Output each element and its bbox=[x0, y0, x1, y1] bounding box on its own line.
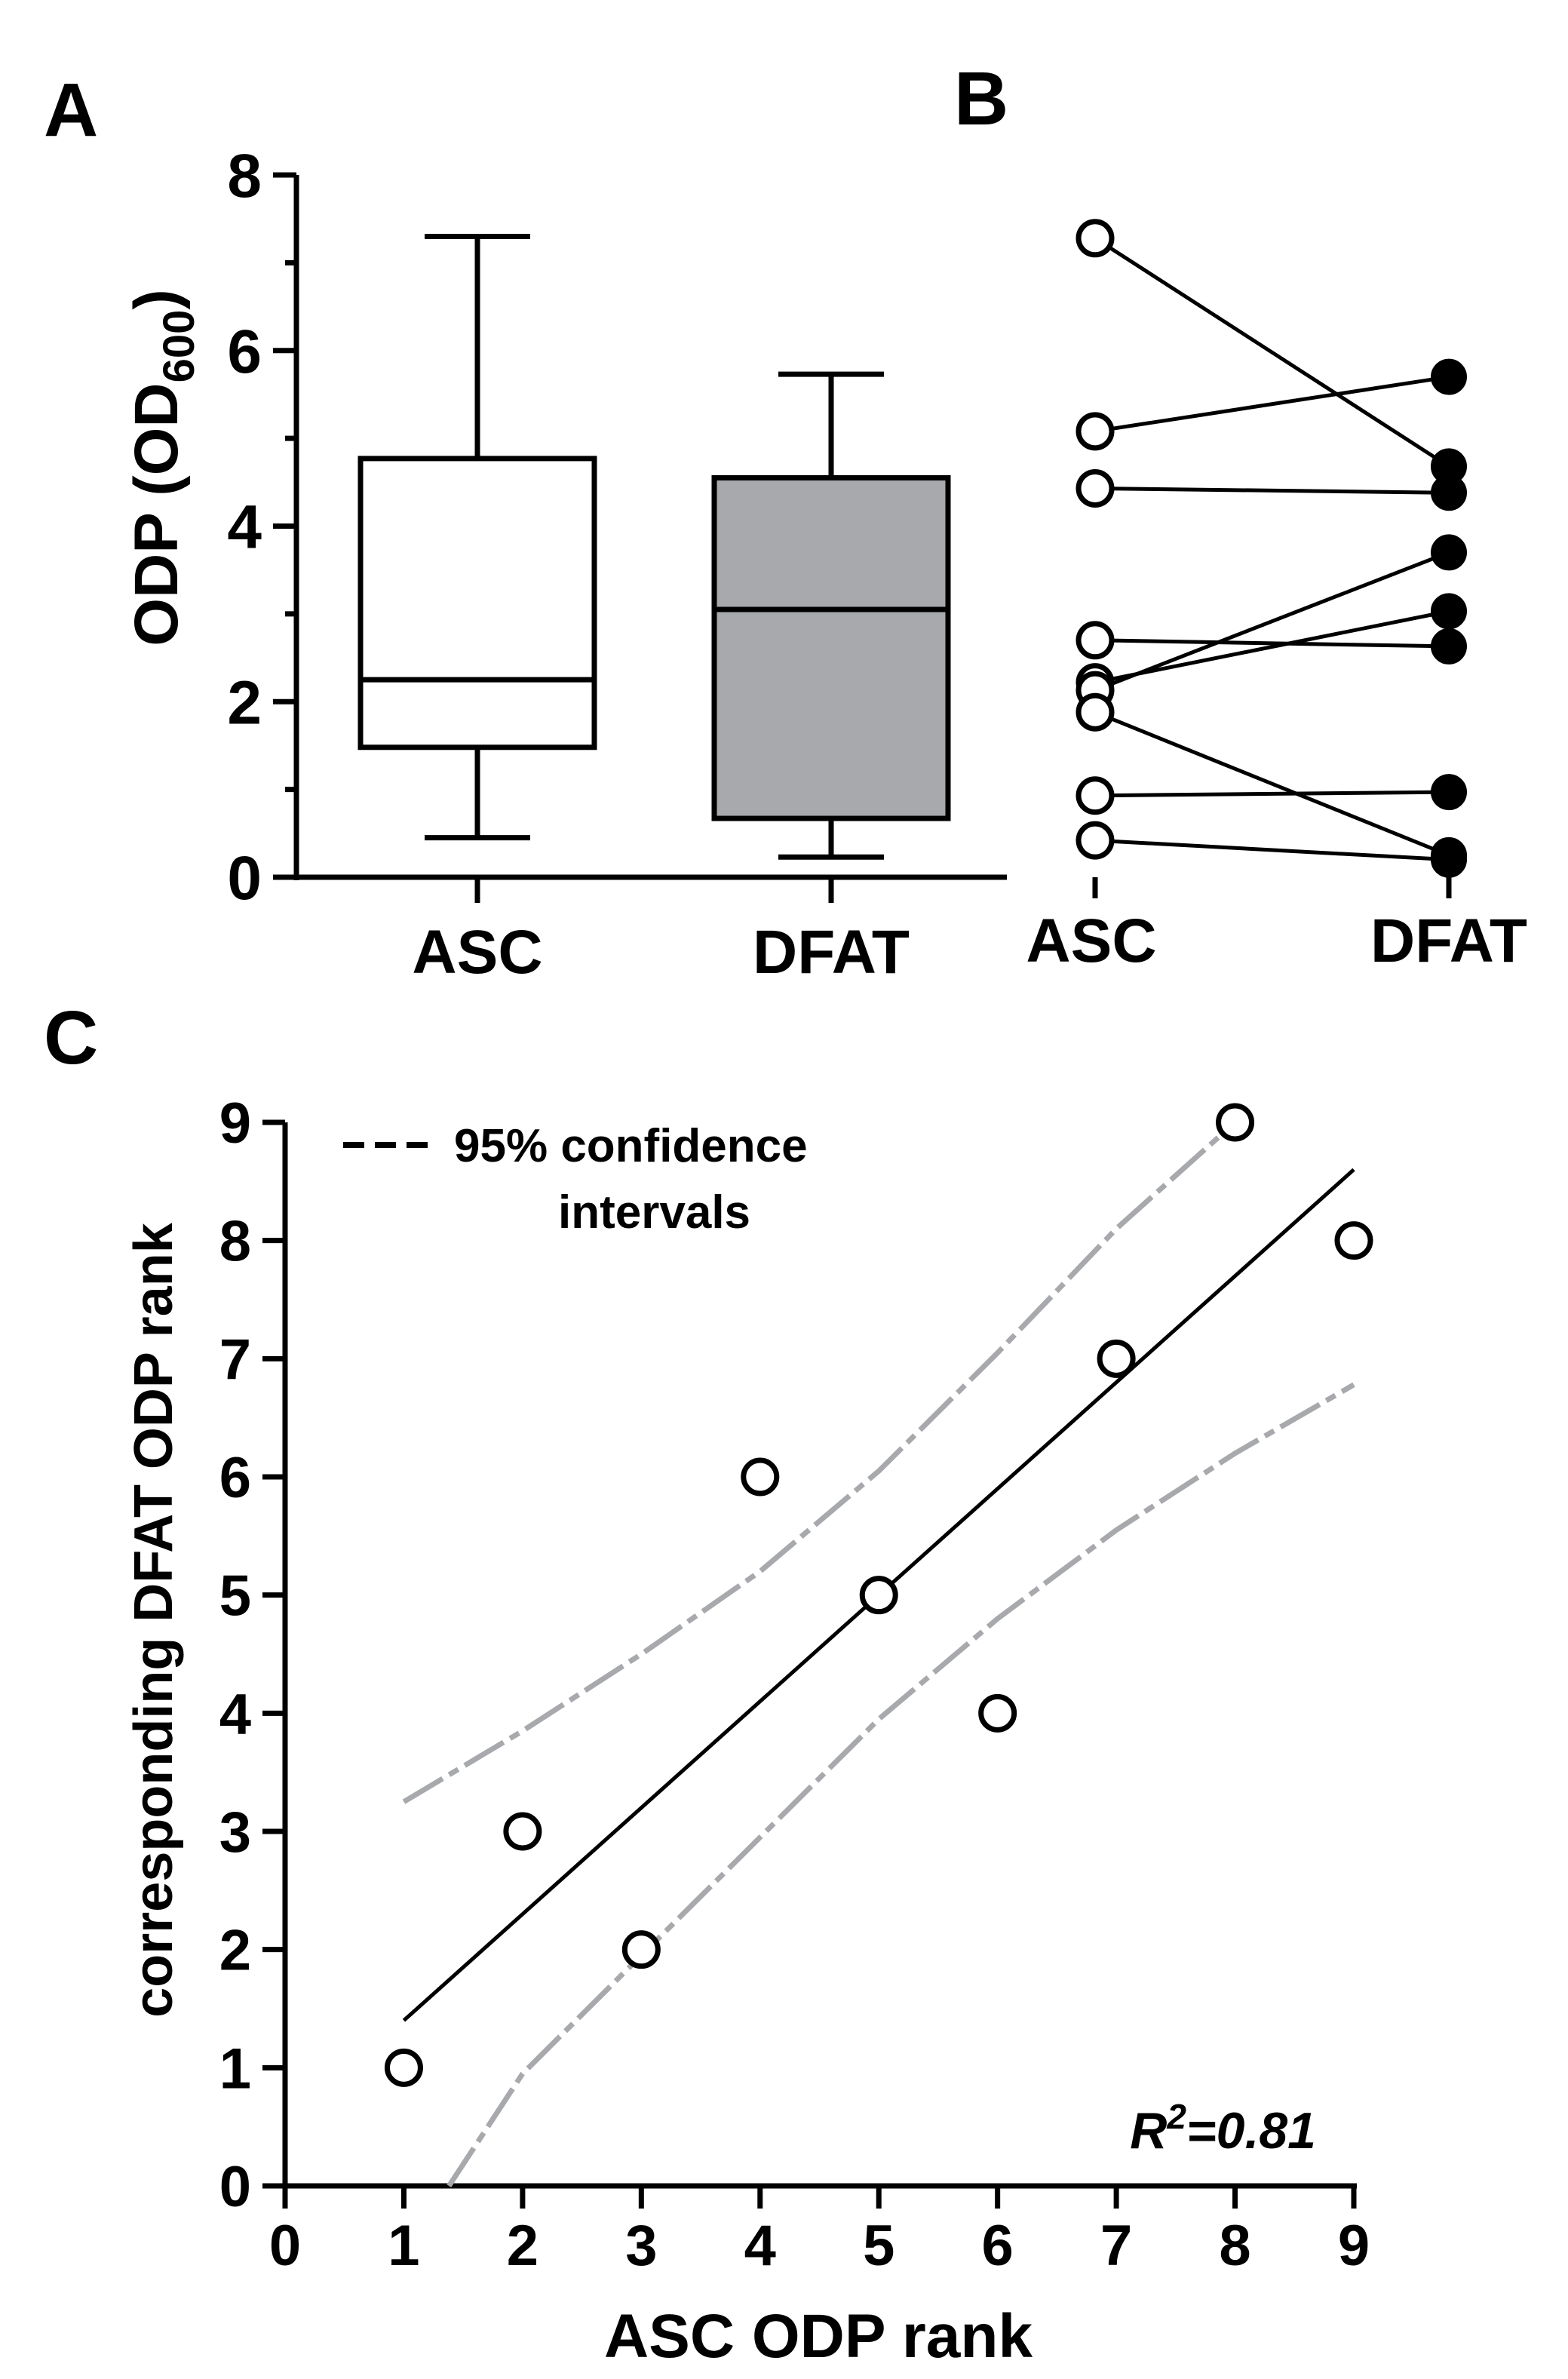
panel-c-x-tick-label: 4 bbox=[744, 2214, 776, 2278]
panel-a-y-tick-label: 4 bbox=[227, 493, 262, 562]
paired-line bbox=[1094, 838, 1450, 862]
panel-c-x-tick-label: 2 bbox=[507, 2214, 539, 2278]
panel-a-x-tick-label: ASC bbox=[412, 918, 542, 987]
panel-a-y-axis-label: ODP (OD600) bbox=[122, 289, 204, 646]
scatter-point bbox=[1334, 1221, 1373, 1260]
panel-c-legend: 95% confidence intervals bbox=[343, 1120, 808, 1239]
panel-c-x-tick-label: 1 bbox=[388, 2214, 419, 2278]
legend-text-line2: intervals bbox=[558, 1186, 750, 1239]
scatter-point bbox=[621, 1930, 661, 1969]
dfat-point bbox=[1431, 774, 1467, 811]
asc-point bbox=[1076, 468, 1115, 508]
panel-a-y-label-main: ODP (OD bbox=[122, 382, 191, 646]
panel-c-y-tick-label: 2 bbox=[219, 1919, 251, 1983]
scatter-point bbox=[1216, 1103, 1255, 1142]
paired-line bbox=[1094, 638, 1450, 649]
panel-a-y-tick-label: 2 bbox=[227, 668, 262, 737]
paired-line bbox=[1094, 790, 1450, 798]
panel-a-boxes: ASC DFAT bbox=[357, 233, 951, 987]
panel-c-x-tick-label: 5 bbox=[863, 2214, 894, 2278]
panel-b-paired-plot: ASC DFAT bbox=[916, 219, 1527, 975]
panel-b-axes: ASC DFAT bbox=[916, 874, 1527, 975]
paired-line bbox=[1094, 551, 1450, 692]
panel-c-y-axis-label: corresponding DFAT ODP rank bbox=[124, 1222, 184, 2017]
panel-c-y-tick-label: 4 bbox=[219, 1682, 251, 1746]
dfat-point bbox=[1431, 628, 1467, 665]
panel-b-marks bbox=[1076, 219, 1467, 878]
dfat-point bbox=[1431, 474, 1467, 511]
asc-point bbox=[1076, 776, 1115, 815]
panel-a-y-tick-label: 6 bbox=[227, 318, 262, 386]
dfat-point bbox=[1431, 358, 1467, 395]
panel-c-x-axis-label: ASC ODP rank bbox=[604, 2302, 1033, 2371]
box-asc: ASC bbox=[357, 233, 597, 987]
paired-line bbox=[1094, 236, 1450, 468]
panel-c-marks bbox=[384, 1103, 1373, 2187]
panel-c-y-tick-label: 3 bbox=[219, 1800, 251, 1865]
panel-a-axes: 0 2 4 6 8 bbox=[227, 142, 1005, 913]
ci-upper-curve bbox=[402, 1120, 1237, 1804]
panel-a-x-tick-label: DFAT bbox=[753, 918, 910, 987]
panel-c-y-tick-label: 5 bbox=[219, 1564, 251, 1628]
asc-point bbox=[1076, 821, 1115, 860]
panel-c-axes: 0 1 2 3 4 5 6 7 8 9 0 1 2 3 4 5 6 7 8 9 bbox=[219, 1091, 1370, 2278]
panel-b-x-tick-label: DFAT bbox=[1370, 907, 1527, 975]
asc-point bbox=[1076, 412, 1115, 451]
panel-c-y-tick-label: 9 bbox=[219, 1091, 251, 1156]
panel-c-x-tick-label: 7 bbox=[1100, 2214, 1132, 2278]
panel-c-x-tick-label: 9 bbox=[1338, 2214, 1370, 2278]
scatter-point bbox=[503, 1812, 542, 1851]
panel-c-x-tick-label: 0 bbox=[269, 2214, 301, 2278]
panel-c-y-tick-label: 8 bbox=[219, 1210, 251, 1274]
paired-line bbox=[1094, 375, 1450, 434]
r-value: =0.81 bbox=[1186, 2102, 1316, 2160]
paired-line bbox=[1094, 486, 1450, 495]
asc-point bbox=[1076, 692, 1115, 732]
panel-a-y-tick-label: 0 bbox=[227, 844, 262, 913]
paired-line bbox=[1094, 609, 1450, 685]
paired-line bbox=[1094, 710, 1450, 858]
scatter-point bbox=[384, 2048, 423, 2087]
scatter-point bbox=[978, 1693, 1017, 1733]
box-dfat: DFAT bbox=[711, 371, 951, 987]
dfat-point bbox=[1431, 593, 1467, 630]
r-letter: R bbox=[1130, 2102, 1167, 2160]
scatter-point bbox=[741, 1457, 780, 1496]
box-iqr bbox=[357, 456, 597, 751]
dfat-point bbox=[1431, 841, 1467, 878]
panel-a-y-label-close: ) bbox=[122, 289, 191, 309]
scatter-point bbox=[859, 1576, 898, 1615]
panel-b-x-tick-label: ASC bbox=[1026, 907, 1156, 975]
panel-c-x-tick-label: 6 bbox=[982, 2214, 1014, 2278]
panel-c-y-tick-label: 0 bbox=[219, 2155, 251, 2219]
ci-lower-curve bbox=[446, 1382, 1355, 2187]
asc-point bbox=[1076, 219, 1115, 258]
panel-c-x-tick-label: 8 bbox=[1219, 2214, 1250, 2278]
box-iqr bbox=[711, 474, 951, 821]
panel-a-box-plot: 0 2 4 6 8 ODP (OD600) ASC DFAT bbox=[122, 142, 1005, 987]
asc-point bbox=[1076, 621, 1115, 660]
panel-a-y-label-subscript: 600 bbox=[155, 310, 204, 383]
panel-c-y-tick-label: 7 bbox=[219, 1328, 251, 1392]
panel-a-y-tick-label: 8 bbox=[227, 142, 262, 210]
panel-label-c: C bbox=[44, 996, 98, 1080]
dfat-point bbox=[1431, 534, 1467, 571]
r-squared-annotation: R2=0.81 bbox=[1130, 2097, 1316, 2160]
panel-c-x-tick-label: 3 bbox=[625, 2214, 657, 2278]
panel-c-scatter-plot: 0 1 2 3 4 5 6 7 8 9 0 1 2 3 4 5 6 7 8 9 corresponding DFAT … bbox=[124, 1091, 1373, 2371]
panel-c-y-tick-label: 6 bbox=[219, 1446, 251, 1510]
scatter-point bbox=[1097, 1339, 1136, 1378]
panel-label-b: B bbox=[954, 57, 1008, 141]
panel-c-y-tick-label: 1 bbox=[219, 2037, 251, 2101]
r-superscript: 2 bbox=[1166, 2097, 1186, 2136]
legend-text-line1: 95% confidence bbox=[454, 1120, 808, 1172]
panel-label-a: A bbox=[44, 68, 98, 152]
